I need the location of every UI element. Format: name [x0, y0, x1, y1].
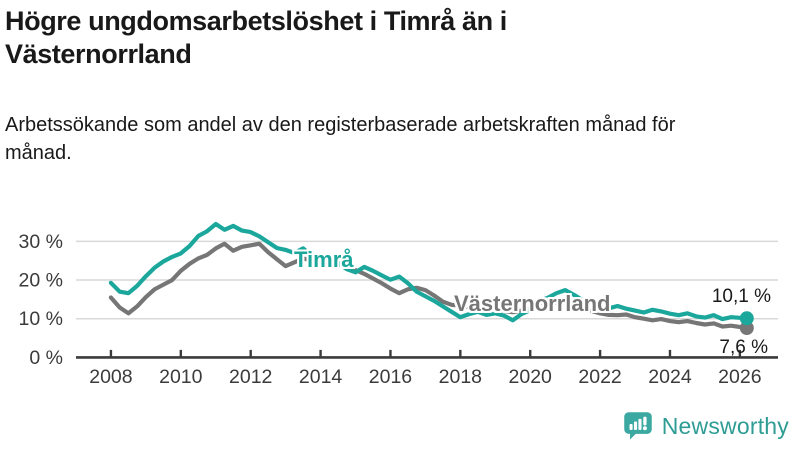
y-tick-label: 10 % [19, 308, 63, 330]
end-value-label-timra: 10,1 % [711, 286, 771, 307]
x-tick-label: 2012 [229, 366, 272, 388]
newsworthy-wordmark: Newsworthy [661, 412, 789, 439]
speech-bubble-shape [623, 412, 652, 440]
page-subtitle: Arbetssökande som andel av den registerb… [5, 114, 676, 164]
series-label-timra: Timrå [294, 247, 354, 272]
series-label-vasternorrland: Västernorrland [454, 291, 611, 316]
series-line-timra [108, 221, 749, 323]
x-tick-label: 2018 [439, 366, 482, 388]
chart-header: Högre ungdomsarbetslöshet i Timrå än i V… [5, 5, 790, 167]
end-dot-timra [739, 311, 754, 326]
bar-medium [633, 421, 637, 431]
x-tick-label: 2026 [718, 366, 761, 388]
bar-small [629, 424, 633, 431]
y-tick-label: 20 % [19, 270, 63, 292]
x-tick-label: 2022 [578, 366, 621, 388]
exclamation-bar [643, 416, 647, 426]
y-tick-label: 30 % [19, 231, 63, 253]
series-line-vasternorrland [108, 241, 749, 331]
x-tick-label: 2016 [369, 366, 412, 388]
x-tick-label: 2024 [648, 366, 692, 388]
newsworthy-logo[interactable]: Newsworthy [623, 411, 789, 441]
newsworthy-chart-bubble-icon [623, 412, 652, 440]
end-dot-vasternorrland [739, 321, 754, 335]
x-tick-label: 2014 [299, 366, 343, 388]
end-value-label-vasternorrland: 7,6 % [719, 337, 768, 358]
bar-tall [638, 418, 642, 431]
x-tick-label: 2010 [159, 366, 203, 388]
x-tick-label: 2020 [509, 366, 553, 388]
x-tick-label: 2008 [89, 366, 132, 388]
y-tick-label: 0 % [29, 347, 63, 369]
page-title: Högre ungdomsarbetslöshet i Timrå än i V… [5, 6, 507, 69]
exclamation-dot [642, 426, 647, 431]
